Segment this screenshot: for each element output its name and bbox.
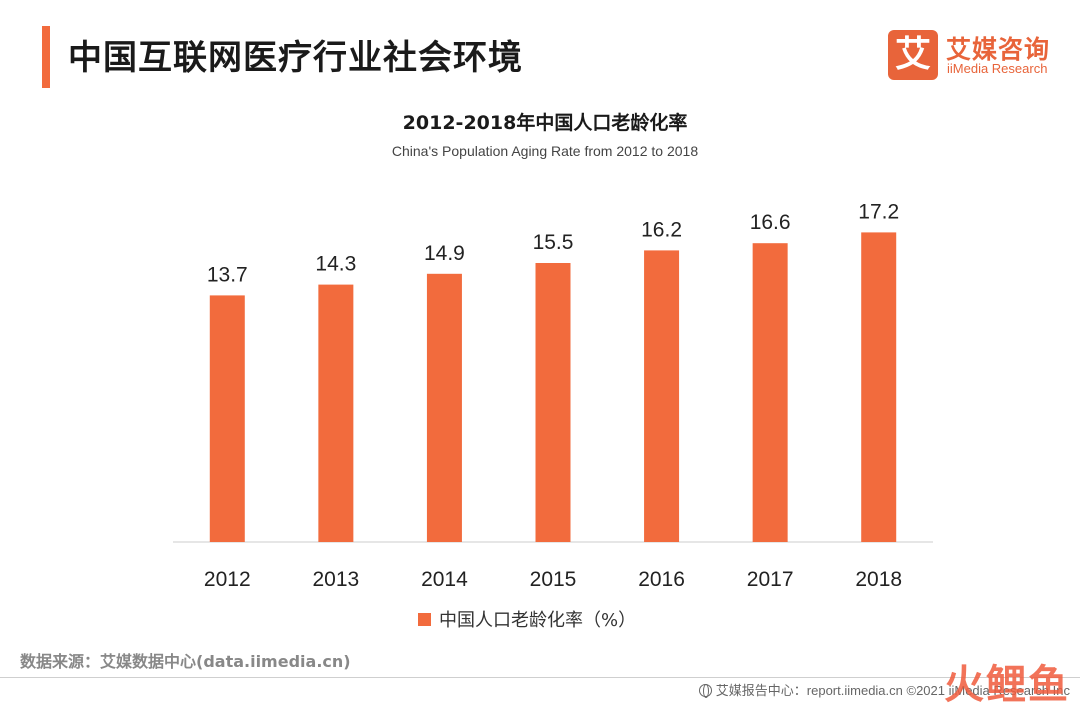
data-label-2014: 14.9 bbox=[424, 242, 465, 265]
bar-2015 bbox=[535, 263, 571, 542]
bar-2016 bbox=[644, 250, 680, 542]
x-tick-label-2014: 2014 bbox=[421, 568, 468, 591]
bar-2018 bbox=[861, 232, 897, 542]
chart-legend: 中国人口老龄化率（%） bbox=[418, 606, 636, 632]
data-label-2017: 16.6 bbox=[750, 211, 791, 234]
brand-logo: 艾 艾媒咨询 iiMedia Research bbox=[888, 30, 1063, 82]
bar-2014 bbox=[426, 273, 462, 542]
chart-title: 2012-2018年中国人口老龄化率 bbox=[402, 112, 688, 134]
bar-2012 bbox=[209, 295, 245, 542]
x-tick-label-2012: 2012 bbox=[204, 568, 251, 591]
x-tick-label-2015: 2015 bbox=[530, 568, 577, 591]
data-label-2015: 15.5 bbox=[533, 231, 574, 254]
title-accent-bar bbox=[42, 26, 50, 88]
legend-label: 中国人口老龄化率（%） bbox=[439, 610, 637, 631]
watermark: 火鲤鱼 bbox=[944, 662, 1070, 708]
x-tick-label-2018: 2018 bbox=[855, 568, 902, 591]
bar-2013 bbox=[318, 284, 354, 542]
data-label-2012: 13.7 bbox=[207, 263, 248, 286]
data-label-2018: 17.2 bbox=[858, 200, 899, 223]
footer-text: 艾媒报告中心：report.iimedia.cn ©2021 iiMedia R… bbox=[715, 683, 1070, 698]
data-source: 数据来源：艾媒数据中心(data.iimedia.cn) bbox=[20, 652, 351, 671]
x-tick-label-2017: 2017 bbox=[747, 568, 794, 591]
page-title: 中国互联网医疗行业社会环境 bbox=[68, 38, 523, 78]
logo-chinese-name: 艾媒咨询 bbox=[946, 35, 1051, 64]
footer-divider bbox=[0, 677, 1080, 678]
legend-swatch bbox=[418, 612, 431, 626]
data-label-2013: 14.3 bbox=[315, 253, 356, 276]
x-tick-label-2016: 2016 bbox=[638, 568, 685, 591]
chart-subtitle: China's Population Aging Rate from 2012 … bbox=[391, 143, 699, 159]
globe-icon bbox=[698, 684, 712, 698]
logo-mark: 艾 bbox=[888, 30, 938, 80]
bar-2017 bbox=[752, 243, 788, 542]
logo-english-name: iiMedia Research bbox=[947, 61, 1048, 76]
x-tick-label-2013: 2013 bbox=[312, 568, 359, 591]
data-label-2016: 16.2 bbox=[641, 218, 682, 241]
footer: 艾媒报告中心：report.iimedia.cn ©2021 iiMedia R… bbox=[698, 680, 1070, 699]
